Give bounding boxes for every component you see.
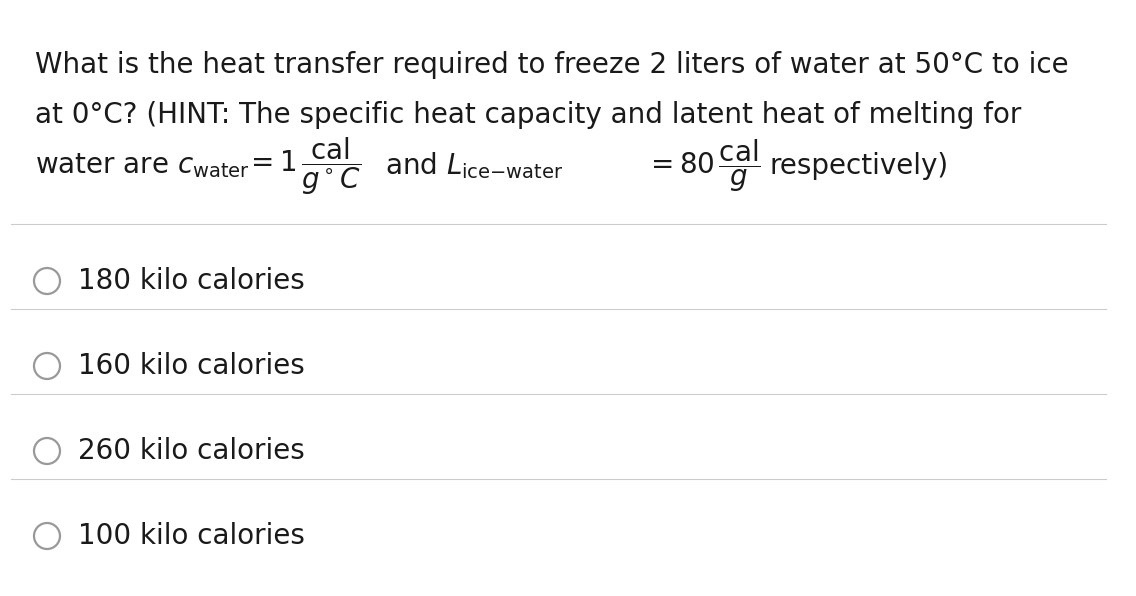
Text: respectively): respectively) xyxy=(770,152,949,180)
Text: $= 1\,\dfrac{\mathrm{cal}}{g{^\circ}C}$: $= 1\,\dfrac{\mathrm{cal}}{g{^\circ}C}$ xyxy=(245,135,361,197)
Text: water are $c_{\mathdefault{water}}$: water are $c_{\mathdefault{water}}$ xyxy=(35,151,250,181)
Text: 160 kilo calories: 160 kilo calories xyxy=(78,352,304,380)
Text: at 0°C? (HINT: The specific heat capacity and latent heat of melting for: at 0°C? (HINT: The specific heat capacit… xyxy=(35,101,1021,129)
Text: 260 kilo calories: 260 kilo calories xyxy=(78,437,304,465)
Text: and $L_{\mathdefault{ice{-}water}}$: and $L_{\mathdefault{ice{-}water}}$ xyxy=(385,151,563,181)
Text: 180 kilo calories: 180 kilo calories xyxy=(78,267,304,295)
Text: $= 80\,\dfrac{\mathrm{cal}}{g}$: $= 80\,\dfrac{\mathrm{cal}}{g}$ xyxy=(645,138,761,194)
Text: 100 kilo calories: 100 kilo calories xyxy=(78,522,304,550)
Text: What is the heat transfer required to freeze 2 liters of water at 50°C to ice: What is the heat transfer required to fr… xyxy=(35,51,1069,79)
